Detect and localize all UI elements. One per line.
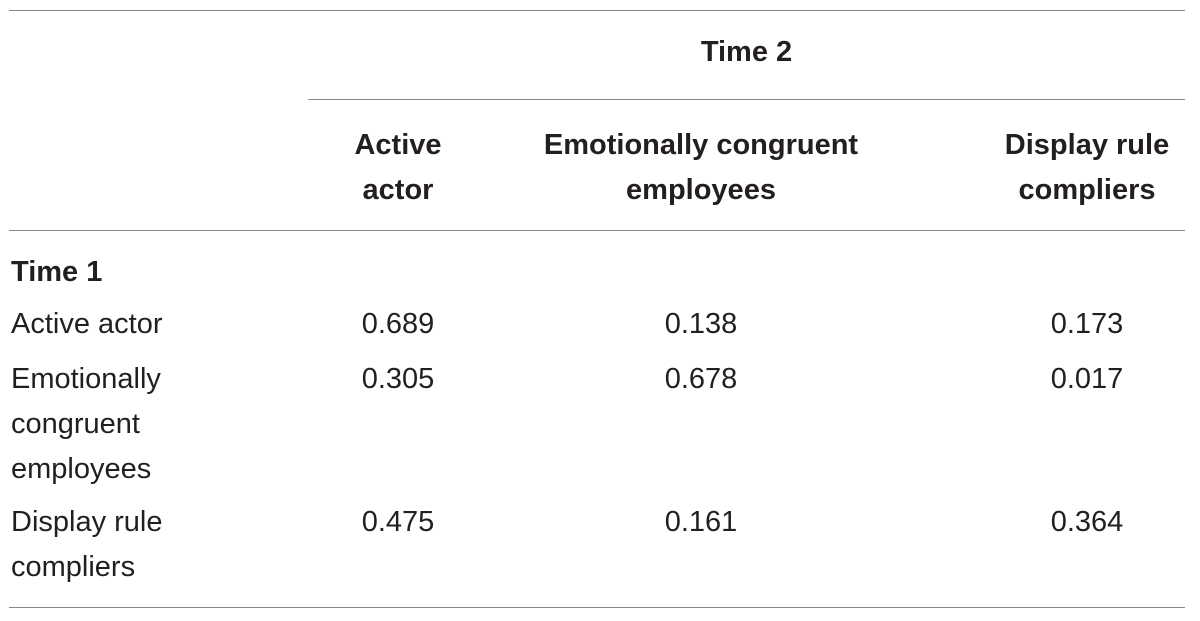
column-group-header: Time 2: [700, 36, 793, 68]
header-rule: [9, 230, 1185, 231]
top-rule: [9, 10, 1185, 11]
column-header-display-rule-compliers: Display rule compliers: [982, 123, 1192, 213]
row-label-line: Active actor: [11, 308, 163, 340]
row-group-header: Time 1: [11, 256, 103, 288]
table-cell: 0.678: [664, 363, 738, 395]
column-header-emotionally-congruent: Emotionally congruent employees: [500, 123, 902, 213]
row-label-line: Emotionally: [11, 363, 161, 395]
table-cell: 0.475: [361, 506, 435, 538]
table-cell: 0.173: [1050, 308, 1124, 340]
column-group-rule: [308, 99, 1185, 100]
row-label-emotionally-congruent: Emotionally congruent employees: [11, 357, 271, 492]
column-header-active-actor: Active actor: [328, 123, 468, 213]
column-header-line: compliers: [1018, 174, 1156, 206]
column-header-line: actor: [362, 174, 434, 206]
row-label-line: employees: [11, 453, 152, 485]
bottom-rule: [9, 607, 1185, 608]
column-header-line: Display rule: [1004, 129, 1170, 161]
table-cell: 0.017: [1050, 363, 1124, 395]
row-label-line: compliers: [11, 551, 136, 583]
table-cell: 0.364: [1050, 506, 1124, 538]
row-label-line: congruent: [11, 408, 140, 440]
table-cell: 0.305: [361, 363, 435, 395]
table-cell: 0.138: [664, 308, 738, 340]
table-cell: 0.689: [361, 308, 435, 340]
table-cell: 0.161: [664, 506, 738, 538]
row-label-active-actor: Active actor: [11, 302, 271, 347]
row-label-line: Display rule: [11, 506, 163, 538]
column-header-line: Active: [354, 129, 442, 161]
column-header-line: employees: [626, 174, 776, 206]
column-header-line: Emotionally congruent: [543, 129, 859, 161]
row-label-display-rule-compliers: Display rule compliers: [11, 500, 271, 590]
